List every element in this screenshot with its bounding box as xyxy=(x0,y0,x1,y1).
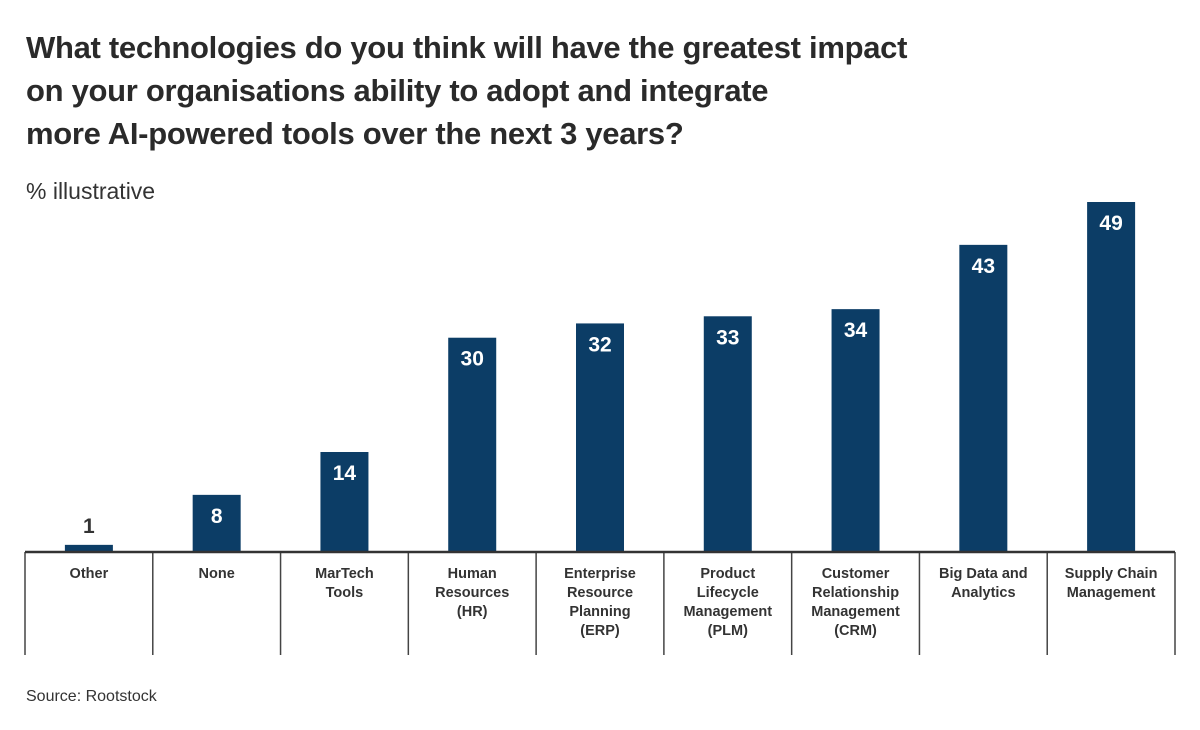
bar xyxy=(831,309,880,552)
title-line: on your organisations ability to adopt a… xyxy=(26,73,769,108)
data-label: 8 xyxy=(211,505,223,528)
title-line: more AI-powered tools over the next 3 ye… xyxy=(26,116,684,151)
data-label: 43 xyxy=(972,255,995,278)
category-label: Product Lifecycle Management (PLM) xyxy=(683,566,772,639)
category-label: Enterprise Resource Planning (ERP) xyxy=(564,566,636,639)
category-label: None xyxy=(199,566,235,582)
category-label: Supply Chain Management xyxy=(1065,566,1158,601)
bar xyxy=(192,494,241,552)
bar xyxy=(703,316,752,552)
bar xyxy=(64,544,113,552)
bar xyxy=(320,452,369,552)
source-note: Source: Rootstock xyxy=(26,688,157,705)
data-label: 1 xyxy=(83,515,95,538)
bar xyxy=(448,337,497,552)
data-label: 49 xyxy=(1099,212,1122,235)
data-label: 33 xyxy=(716,326,739,349)
chart-subtitle: % illustrative xyxy=(26,178,156,204)
bar xyxy=(1087,202,1136,552)
bar xyxy=(576,323,624,552)
category-label: Customer Relationship Management (CRM) xyxy=(811,566,900,639)
chart-title: What technologies do you think will have… xyxy=(26,26,907,155)
data-label: 34 xyxy=(844,319,868,342)
title-line: What technologies do you think will have… xyxy=(26,30,908,65)
category-label: MarTech Tools xyxy=(315,566,374,601)
category-label: Other xyxy=(70,566,109,582)
data-label: 32 xyxy=(588,333,611,356)
data-label: 30 xyxy=(461,348,484,371)
bar xyxy=(959,244,1008,552)
data-label: 14 xyxy=(333,462,357,485)
category-label: Human Resources (HR) xyxy=(435,566,509,620)
category-label: Big Data and Analytics xyxy=(939,566,1028,601)
